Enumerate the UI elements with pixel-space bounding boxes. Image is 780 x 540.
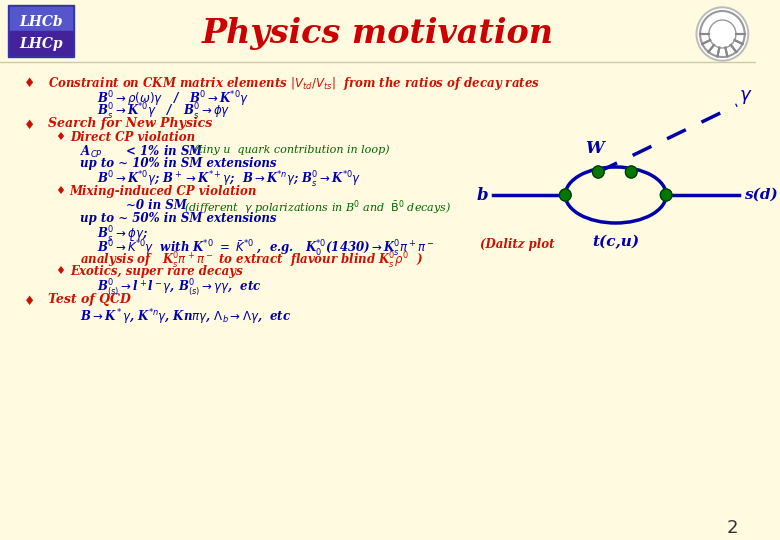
Text: B$^0 \to \bar{K}^{*0}\gamma$  with K$^{*0}$ $=$ $\bar{K}^{*0}$ ,  e.g.   K$^{*0}: B$^0 \to \bar{K}^{*0}\gamma$ with K$^{*0… [97, 238, 435, 258]
Text: ♦: ♦ [23, 77, 35, 90]
Text: B$\to$K$^*\gamma$, K$^{*n}\gamma$, Kn$\pi\gamma$, $\Lambda_b\to\Lambda\gamma$,  : B$\to$K$^*\gamma$, K$^{*n}\gamma$, Kn$\p… [80, 307, 291, 327]
Bar [8, 5, 73, 57]
Text: B$_s^0 \to \phi\gamma$;: B$_s^0 \to \phi\gamma$; [97, 225, 148, 245]
Text: (different  $\gamma$ polarizations in B$^0$ and  $\bar{\mathrm{B}}^0$ decays): (different $\gamma$ polarizations in B$^… [184, 199, 452, 217]
Text: $\gamma$: $\gamma$ [739, 88, 752, 106]
Text: Test of QCD: Test of QCD [48, 293, 131, 306]
Text: B$^0_{(s)}\to$l$^+$l$^- \gamma$, B$^0_{(s)}\to\gamma\gamma$,  etc: B$^0_{(s)}\to$l$^+$l$^- \gamma$, B$^0_{(… [97, 278, 261, 300]
Bar [9, 7, 72, 31]
Text: ♦: ♦ [23, 295, 35, 308]
Text: LHCp: LHCp [19, 37, 62, 51]
Text: ~0 in SM: ~0 in SM [126, 199, 186, 212]
Text: B$^0 \to \rho(\omega)\gamma$   /   B$^0 \to$K$^{*0} \gamma$: B$^0 \to \rho(\omega)\gamma$ / B$^0 \to$… [97, 89, 249, 109]
Bar [9, 31, 72, 55]
Text: (Dalitz plot: (Dalitz plot [480, 238, 555, 251]
Circle shape [697, 7, 749, 61]
Circle shape [559, 189, 571, 201]
Circle shape [593, 166, 604, 178]
Text: Exotics, super rare decays: Exotics, super rare decays [70, 265, 243, 278]
Text: A$_{CP}$      < 1% in SM: A$_{CP}$ < 1% in SM [80, 144, 204, 160]
Circle shape [661, 189, 672, 201]
Bar [0, 0, 757, 65]
Text: ♦: ♦ [55, 186, 65, 196]
Text: 2: 2 [726, 519, 738, 537]
Text: Constraint on CKM matrix elements $|V_{td}/V_{ts}|$  from the ratios of decay ra: Constraint on CKM matrix elements $|V_{t… [48, 75, 541, 92]
Circle shape [698, 9, 746, 59]
Text: Mixing-induced CP violation: Mixing-induced CP violation [70, 185, 257, 198]
Circle shape [626, 166, 637, 178]
Text: b: b [476, 186, 488, 204]
Text: up to ~ 10% in SM extensions: up to ~ 10% in SM extensions [80, 157, 276, 170]
Text: LHCb: LHCb [19, 15, 62, 29]
Text: ♦: ♦ [55, 266, 65, 276]
Text: (tiny u  quark contribution in loop): (tiny u quark contribution in loop) [194, 144, 389, 154]
Text: analysis of   K$^0_s\pi^+\pi^-$ to extract  flavour blind K$^0_s\rho^0$  ): analysis of K$^0_s\pi^+\pi^-$ to extract… [80, 251, 423, 271]
Text: Search for New Physics: Search for New Physics [48, 117, 213, 130]
Text: up to ~ 50% in SM extensions: up to ~ 50% in SM extensions [80, 212, 276, 225]
Text: Physics motivation: Physics motivation [202, 17, 554, 51]
Text: s(d): s(d) [743, 188, 778, 202]
Text: ♦: ♦ [55, 132, 65, 142]
Text: t(c,u): t(c,u) [592, 235, 640, 249]
Text: B$^0\to$K$^{*0}\gamma$; B$^+\to$K$^{*+}\gamma$;  B$\to$K$^{*n}\gamma$; B$_s^0\to: B$^0\to$K$^{*0}\gamma$; B$^+\to$K$^{*+}\… [97, 170, 361, 190]
Text: B$_s^0 \to$K$^{*0}\gamma$   /   B$_s^0 \to\phi\gamma$: B$_s^0 \to$K$^{*0}\gamma$ / B$_s^0 \to\p… [97, 102, 230, 122]
Text: ♦: ♦ [23, 119, 35, 132]
Text: Direct CP violation: Direct CP violation [70, 131, 195, 144]
Text: W: W [585, 140, 604, 157]
